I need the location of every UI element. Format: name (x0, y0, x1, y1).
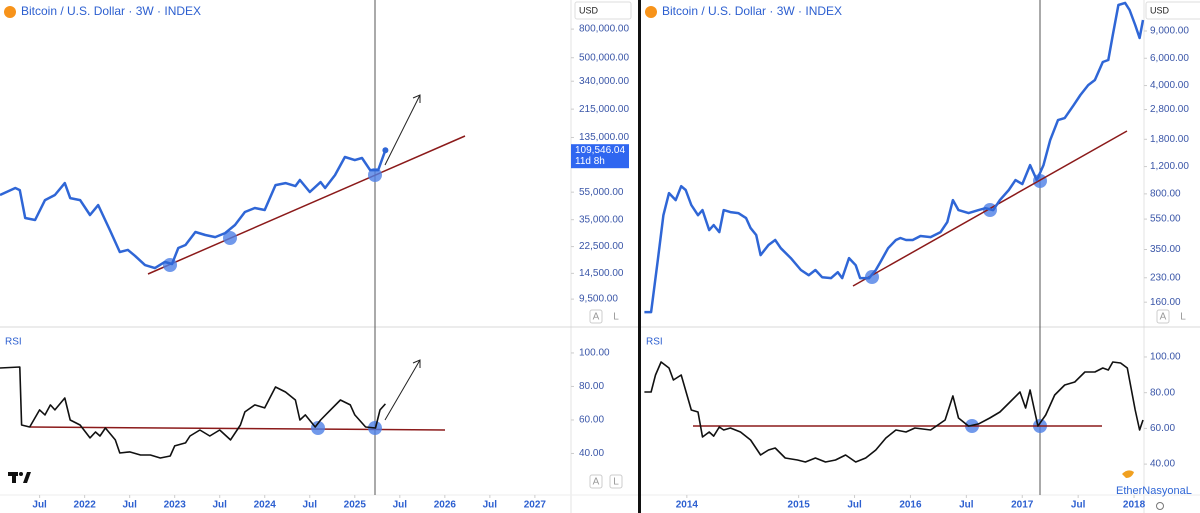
log-label: L (613, 477, 619, 488)
coin-icon (4, 6, 16, 18)
y-tick-label: 6,000.00 (1150, 53, 1189, 64)
auto-button[interactable] (589, 474, 603, 489)
chart-title: Bitcoin / U.S. Dollar · 3W · INDEX (21, 4, 201, 18)
watermark-icon (1122, 470, 1134, 478)
y-tick-label: 800,000.00 (579, 24, 629, 35)
y-tick-label: 100.00 (1150, 352, 1181, 363)
x-tick-label: 2017 (1011, 500, 1034, 511)
y-tick-label: 500,000.00 (579, 52, 629, 63)
y-tick-label: 80.00 (1150, 387, 1175, 398)
logo-part (19, 472, 23, 476)
x-tick-label: 2025 (344, 500, 367, 511)
coin-icon (645, 6, 657, 18)
tv-logo (8, 472, 31, 483)
x-tick-label: Jul (122, 500, 137, 511)
y-tick-label: 550.00 (1150, 214, 1181, 225)
auto-label: A (593, 312, 600, 323)
x-tick-label: 2027 (524, 500, 547, 511)
y-tick-label: 55,000.00 (579, 187, 624, 198)
touch-point (223, 231, 237, 245)
chart-title: Bitcoin / U.S. Dollar · 3W · INDEX (662, 4, 842, 18)
y-tick-label: 40.00 (579, 448, 604, 459)
x-tick-label: Jul (32, 500, 47, 511)
x-tick-label: Jul (1071, 500, 1086, 511)
log-label[interactable]: L (1180, 312, 1186, 323)
countdown-label: 11d 8h (575, 156, 605, 167)
y-tick-label: 2,800.00 (1150, 104, 1189, 115)
auto-label: A (1160, 312, 1167, 323)
logo-part (12, 472, 16, 483)
x-tick-label: Jul (959, 500, 974, 511)
y-tick-label: 135,000.00 (579, 132, 629, 143)
price-line (644, 1, 1145, 314)
x-tick-label: 2016 (899, 500, 922, 511)
pane-title: RSI (5, 337, 22, 348)
x-tick-label: 2014 (676, 500, 699, 511)
x-tick-label: Jul (303, 500, 318, 511)
scale-buttons[interactable]: A L A L A L (589, 309, 1186, 489)
log-button[interactable] (609, 474, 623, 489)
touch-point (368, 168, 382, 182)
y-tick-label: 14,500.00 (579, 268, 624, 279)
currency-label: USD (1150, 5, 1170, 15)
trend-line (147, 135, 466, 275)
y-tick-label: 35,000.00 (579, 214, 624, 225)
y-tick-label: 340,000.00 (579, 76, 629, 87)
y-tick-label: 215,000.00 (579, 104, 629, 115)
y-tick-label: 60.00 (579, 415, 604, 426)
y-tick-label: 40.00 (1150, 459, 1175, 470)
y-tick-label: 9,000.00 (1150, 26, 1189, 37)
x-tick-label: 2015 (788, 500, 811, 511)
y-tick-label: 800.00 (1150, 189, 1181, 200)
logo-part (23, 472, 31, 483)
price-line (0, 149, 387, 270)
watermark: EtherNasyonaL (1116, 485, 1192, 497)
price-label-box (571, 144, 629, 169)
log-label[interactable]: L (613, 312, 619, 323)
y-tick-label: 230.00 (1150, 272, 1181, 283)
last-point (382, 147, 389, 154)
x-tick-label: 2022 (74, 500, 97, 511)
currency-label: USD (579, 5, 599, 15)
pane-title: RSI (646, 337, 663, 348)
y-tick-label: 100.00 (579, 348, 610, 359)
divider (638, 0, 641, 513)
settings-icon[interactable] (1156, 502, 1164, 510)
y-tick-label: 22,500.00 (579, 241, 624, 252)
x-tick-label: 2018 (1123, 500, 1146, 511)
rsi-line (644, 361, 1144, 463)
x-tick-label: Jul (393, 500, 408, 511)
touch-point (311, 421, 325, 435)
price-label: 109,546.04 (575, 145, 625, 156)
y-tick-label: 1,200.00 (1150, 161, 1189, 172)
x-tick-label: 2024 (254, 500, 277, 511)
y-tick-label: 4,000.00 (1150, 80, 1189, 91)
y-tick-label: 160.00 (1150, 297, 1181, 308)
y-tick-label: 1,800.00 (1150, 134, 1189, 145)
currency-box[interactable] (574, 1, 632, 20)
touch-point (163, 258, 177, 272)
x-tick-label: Jul (212, 500, 227, 511)
arrow (384, 94, 421, 166)
auto-label: A (593, 477, 600, 488)
auto-button[interactable] (1156, 309, 1170, 324)
arrow (384, 359, 421, 421)
x-tick-label: 2026 (434, 500, 457, 511)
rsi-line (0, 366, 386, 459)
auto-button[interactable] (589, 309, 603, 324)
x-tick-label: 2023 (164, 500, 187, 511)
y-tick-label: 60.00 (1150, 423, 1175, 434)
y-tick-label: 9,500.00 (579, 294, 618, 305)
currency-box[interactable] (1145, 1, 1200, 20)
x-tick-label: Jul (847, 500, 862, 511)
y-tick-label: 80.00 (579, 381, 604, 392)
y-tick-label: 350.00 (1150, 244, 1181, 255)
arrows (384, 94, 421, 421)
x-tick-label: Jul (483, 500, 498, 511)
